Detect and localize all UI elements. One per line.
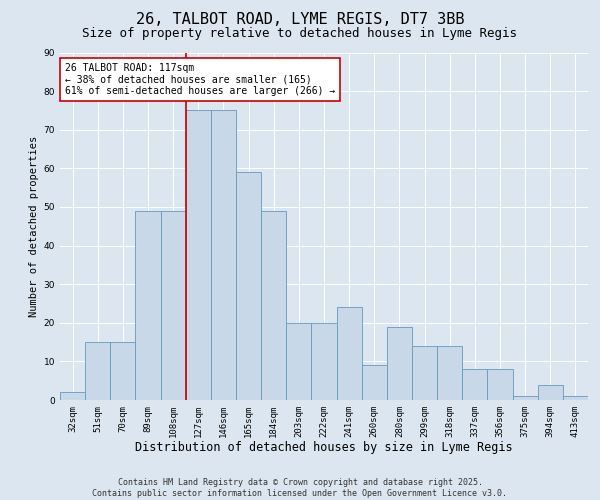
Bar — [211, 110, 236, 400]
Bar — [387, 326, 412, 400]
X-axis label: Distribution of detached houses by size in Lyme Regis: Distribution of detached houses by size … — [135, 442, 513, 454]
Bar — [437, 346, 462, 400]
Bar — [161, 211, 186, 400]
Bar — [412, 346, 437, 400]
Bar — [236, 172, 261, 400]
Bar — [362, 365, 387, 400]
Bar — [85, 342, 110, 400]
Bar — [110, 342, 136, 400]
Bar — [487, 369, 512, 400]
Bar — [286, 323, 311, 400]
Bar — [337, 308, 362, 400]
Bar — [563, 396, 588, 400]
Text: 26, TALBOT ROAD, LYME REGIS, DT7 3BB: 26, TALBOT ROAD, LYME REGIS, DT7 3BB — [136, 12, 464, 28]
Bar — [261, 211, 286, 400]
Text: 26 TALBOT ROAD: 117sqm
← 38% of detached houses are smaller (165)
61% of semi-de: 26 TALBOT ROAD: 117sqm ← 38% of detached… — [65, 63, 335, 96]
Text: Size of property relative to detached houses in Lyme Regis: Size of property relative to detached ho… — [83, 28, 517, 40]
Bar — [136, 211, 161, 400]
Bar — [462, 369, 487, 400]
Bar — [512, 396, 538, 400]
Bar — [311, 323, 337, 400]
Bar — [60, 392, 85, 400]
Bar — [186, 110, 211, 400]
Bar — [538, 384, 563, 400]
Y-axis label: Number of detached properties: Number of detached properties — [29, 136, 40, 317]
Text: Contains HM Land Registry data © Crown copyright and database right 2025.
Contai: Contains HM Land Registry data © Crown c… — [92, 478, 508, 498]
